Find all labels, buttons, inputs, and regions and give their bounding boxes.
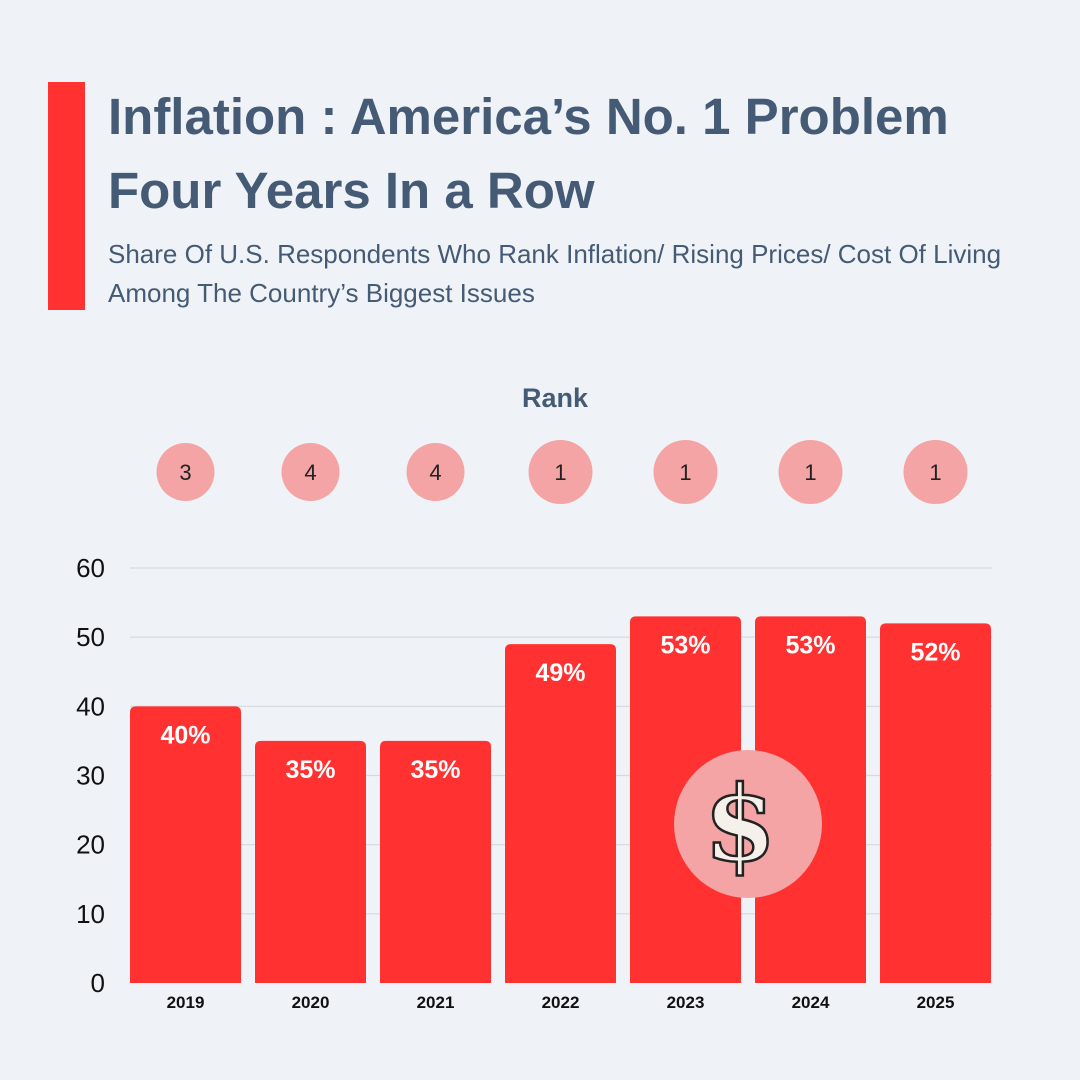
data-label-2024: 53% (785, 631, 835, 659)
x-tick-label-2021: 2021 (417, 993, 455, 1012)
dollar-sign-icon: $ (704, 762, 776, 885)
y-tick-label: 10 (76, 899, 105, 929)
bar-2025 (880, 623, 991, 983)
y-tick-label: 0 (91, 968, 105, 998)
x-tick-label-2019: 2019 (167, 993, 205, 1012)
bar-2022 (505, 644, 616, 983)
y-tick-label: 50 (76, 622, 105, 652)
rank-label: Rank (521, 383, 589, 413)
data-label-2020: 35% (285, 756, 335, 784)
rank-value-2022: 1 (554, 460, 566, 485)
rank-circle-2024 (778, 440, 843, 504)
x-tick-label-2024: 2024 (792, 993, 830, 1012)
rank-value-2023: 1 (679, 460, 691, 485)
dollar-badge-circle (674, 750, 822, 898)
accent-bar (48, 82, 85, 310)
rank-value-2025: 1 (929, 460, 941, 485)
x-axis-labels: 2019 2020 2021 2022 2023 2024 2025 (167, 993, 955, 1012)
data-label-2021: 35% (410, 756, 460, 784)
rank-value-2024: 1 (804, 460, 816, 485)
data-label-2025: 52% (910, 638, 960, 666)
rank-circle-2025 (903, 440, 968, 504)
bar-2019 (130, 706, 241, 983)
y-tick-label: 60 (76, 553, 105, 583)
data-label-2022: 49% (535, 659, 585, 687)
bar-2020 (255, 740, 366, 983)
rank-value-2019: 3 (179, 460, 191, 485)
dollar-badge: $ (674, 750, 822, 898)
rank-circle-2019 (156, 443, 215, 501)
chart-subtitle: Share Of U.S. Respondents Who Rank Infla… (108, 239, 1002, 308)
rank-circle-2021 (406, 443, 465, 501)
x-tick-label-2022: 2022 (542, 993, 580, 1012)
y-tick-label: 20 (76, 830, 105, 860)
bar-data-labels: 40% 35% 35% 49% 53% 53% 52% (160, 631, 960, 784)
x-tick-label-2020: 2020 (292, 993, 330, 1012)
rank-value-2021: 4 (429, 460, 441, 485)
x-tick-label-2023: 2023 (667, 993, 705, 1012)
rank-circle-2022 (528, 440, 593, 504)
bar-2021 (380, 740, 491, 983)
data-label-2019: 40% (160, 721, 210, 749)
rank-circle-2023 (653, 440, 718, 504)
y-tick-label: 30 (76, 761, 105, 791)
rank-circle-2020 (281, 443, 340, 501)
bars (130, 616, 991, 983)
rank-row: 3 4 4 1 1 1 1 (156, 440, 968, 504)
y-axis-ticks: 0 10 20 30 40 50 60 (76, 553, 105, 998)
data-label-2023: 53% (660, 631, 710, 659)
chart-title: Inflation : America’s No. 1 Problem Four… (108, 88, 949, 219)
y-tick-label: 40 (76, 691, 105, 721)
x-tick-label-2025: 2025 (917, 993, 955, 1012)
rank-value-2020: 4 (304, 460, 316, 485)
